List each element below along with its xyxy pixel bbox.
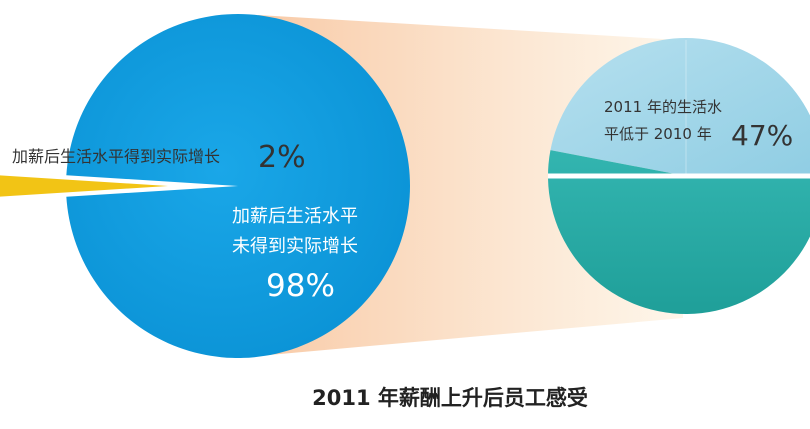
pie-slice-98	[66, 13, 411, 359]
slice-47-label-line2: 平低于 2010 年	[604, 125, 712, 143]
slice-98-label-line2: 未得到实际增长	[232, 236, 358, 257]
chart-title: 2011 年薪酬上升后员工感受	[312, 386, 588, 410]
slice-2-value: 2%	[258, 140, 306, 175]
pie-slice-47	[550, 38, 810, 176]
pie-slice-53	[548, 150, 810, 314]
slice-47-label-line1: 2011 年的生活水	[604, 98, 722, 116]
pie-slice-2	[0, 175, 168, 197]
slice-47-value: 47%	[731, 119, 793, 152]
slice-98-label-line1: 加薪后生活水平	[232, 206, 358, 227]
slice-2-label: 加薪后生活水平得到实际增长	[12, 147, 220, 166]
slice-98-value: 98%	[266, 268, 335, 304]
